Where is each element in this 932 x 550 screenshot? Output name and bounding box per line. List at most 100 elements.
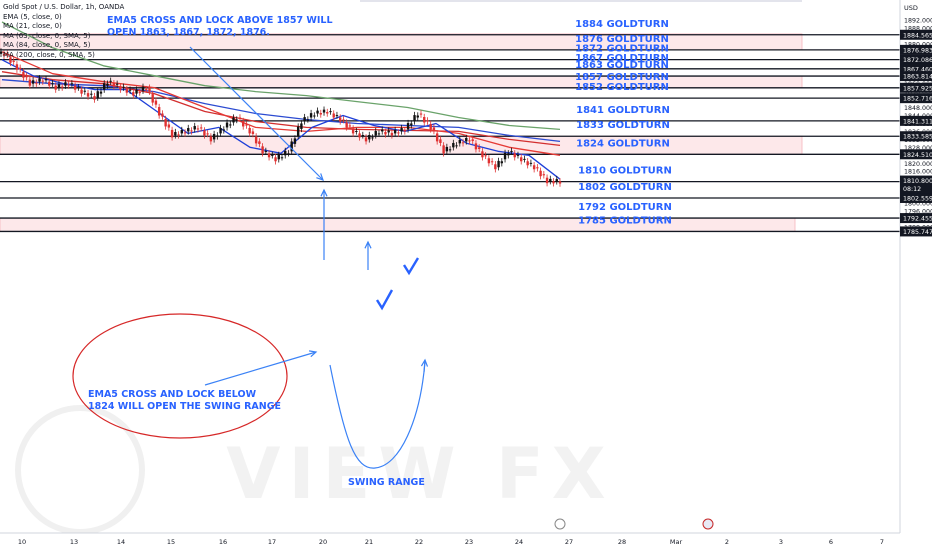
legend-ma21: MA (21, close, 0) — [3, 22, 62, 31]
ma63-line — [1, 71, 561, 147]
candle-body — [245, 124, 248, 126]
candle-body — [235, 119, 238, 121]
legend-ema5: EMA (5, close, 0) — [3, 12, 62, 21]
candle-body — [174, 132, 177, 136]
candle-body — [536, 167, 539, 169]
price-tag — [900, 226, 932, 237]
candle-body — [326, 112, 329, 114]
candle-body — [70, 83, 74, 85]
candle-body — [529, 162, 533, 164]
candle-body — [322, 109, 326, 113]
candle-body — [232, 117, 235, 123]
candle-body — [423, 116, 426, 123]
chart-title: Gold Spot / U.S. Dollar, 1h, OANDA — [3, 3, 125, 11]
price-tag — [900, 54, 932, 65]
candle-body — [119, 86, 122, 90]
check-mark-2 — [402, 257, 420, 276]
level-label: 1792 GOLDTURN — [578, 202, 672, 213]
annotation-swing-range: SWING RANGE — [348, 477, 425, 488]
candle-body — [31, 80, 35, 84]
candle-body — [135, 89, 138, 94]
candle-body — [403, 130, 407, 132]
candle-body — [44, 79, 48, 81]
x-tick-label: 17 — [268, 538, 276, 546]
candle-body — [242, 120, 245, 127]
candle-body — [212, 134, 216, 140]
price-tag-text: 1802.559 — [903, 195, 932, 202]
candle-body — [132, 92, 135, 96]
price-tag — [900, 82, 932, 93]
annotation-top-note: EMA5 CROSS AND LOCK ABOVE 1857 WILL OPEN… — [107, 15, 333, 39]
x-tick-label: 21 — [365, 538, 373, 546]
y-tick-label: 1796.000 — [904, 209, 932, 216]
x-tick-label: Mar — [670, 538, 683, 546]
candle-body — [77, 87, 80, 89]
candle-body — [293, 138, 297, 144]
ma21-line — [1, 51, 561, 156]
candle-body — [261, 146, 264, 154]
candle-body — [183, 132, 187, 134]
candle-body — [99, 91, 103, 94]
y-tick-label: 1816.000 — [904, 169, 932, 176]
arrow-up-2-head — [364, 240, 372, 249]
candle-body — [439, 139, 442, 143]
candle-body — [390, 132, 394, 136]
candle-body — [452, 142, 455, 148]
level-label: 1852 GOLDTURN — [575, 82, 669, 93]
candle-body — [465, 137, 468, 142]
candle-body — [468, 140, 471, 142]
candle-body — [86, 93, 90, 97]
candle-body — [141, 86, 145, 91]
arrow-to-1857-head — [316, 173, 324, 181]
x-tick-label: 6 — [829, 538, 833, 546]
candle-body — [300, 123, 303, 129]
candle-body — [510, 150, 513, 152]
candle-body — [222, 129, 226, 131]
candle-body — [112, 83, 116, 87]
price-tag-text: 1824.510 — [903, 152, 932, 159]
y-tick-label: 1892.000 — [904, 17, 932, 24]
candle-body — [164, 118, 167, 127]
candle-body — [216, 135, 219, 137]
arrow-to-1824 — [204, 351, 317, 386]
candle-body — [458, 139, 461, 144]
swing-range-curve — [329, 361, 426, 469]
candle-body — [416, 115, 419, 118]
annotation-left-line-2: 1824 WILL OPEN THE SWING RANGE — [88, 401, 282, 412]
candle-body — [474, 143, 478, 150]
price-tag-text: 1867.460 — [903, 66, 932, 73]
level-label: 1876 GOLDTURN — [575, 34, 669, 45]
candle-body — [313, 115, 316, 117]
candle-body — [549, 178, 552, 182]
candle-body — [332, 113, 335, 118]
candle-body — [432, 127, 436, 132]
candle-body — [306, 119, 310, 121]
current-price-tag — [900, 175, 932, 194]
candle-body — [180, 130, 183, 134]
candle-body — [83, 90, 87, 92]
price-tag-text: 1872.086 — [903, 57, 932, 64]
candle-body — [64, 82, 67, 86]
candle-body — [539, 170, 542, 177]
candle-body — [429, 123, 432, 130]
candle-body — [271, 154, 274, 156]
candle-body — [413, 115, 416, 122]
x-tick-label: 24 — [515, 538, 523, 546]
x-tick-label: 22 — [415, 538, 423, 546]
check-mark-1 — [375, 289, 394, 311]
candle-body — [109, 80, 112, 82]
price-tag — [900, 29, 932, 40]
watermark-logo-ring — [15, 405, 145, 535]
candle-body — [0, 51, 3, 54]
candle-body — [258, 141, 261, 144]
candle-body — [219, 128, 222, 134]
x-tick-label: 13 — [70, 538, 78, 546]
event-icon — [554, 518, 566, 530]
candle-body — [35, 82, 38, 84]
candle-body — [73, 85, 77, 90]
candle-body — [494, 164, 497, 170]
candle-body — [90, 93, 93, 95]
y-tick-label: 1820.000 — [904, 161, 932, 168]
arrow-up-1-head — [320, 188, 328, 197]
